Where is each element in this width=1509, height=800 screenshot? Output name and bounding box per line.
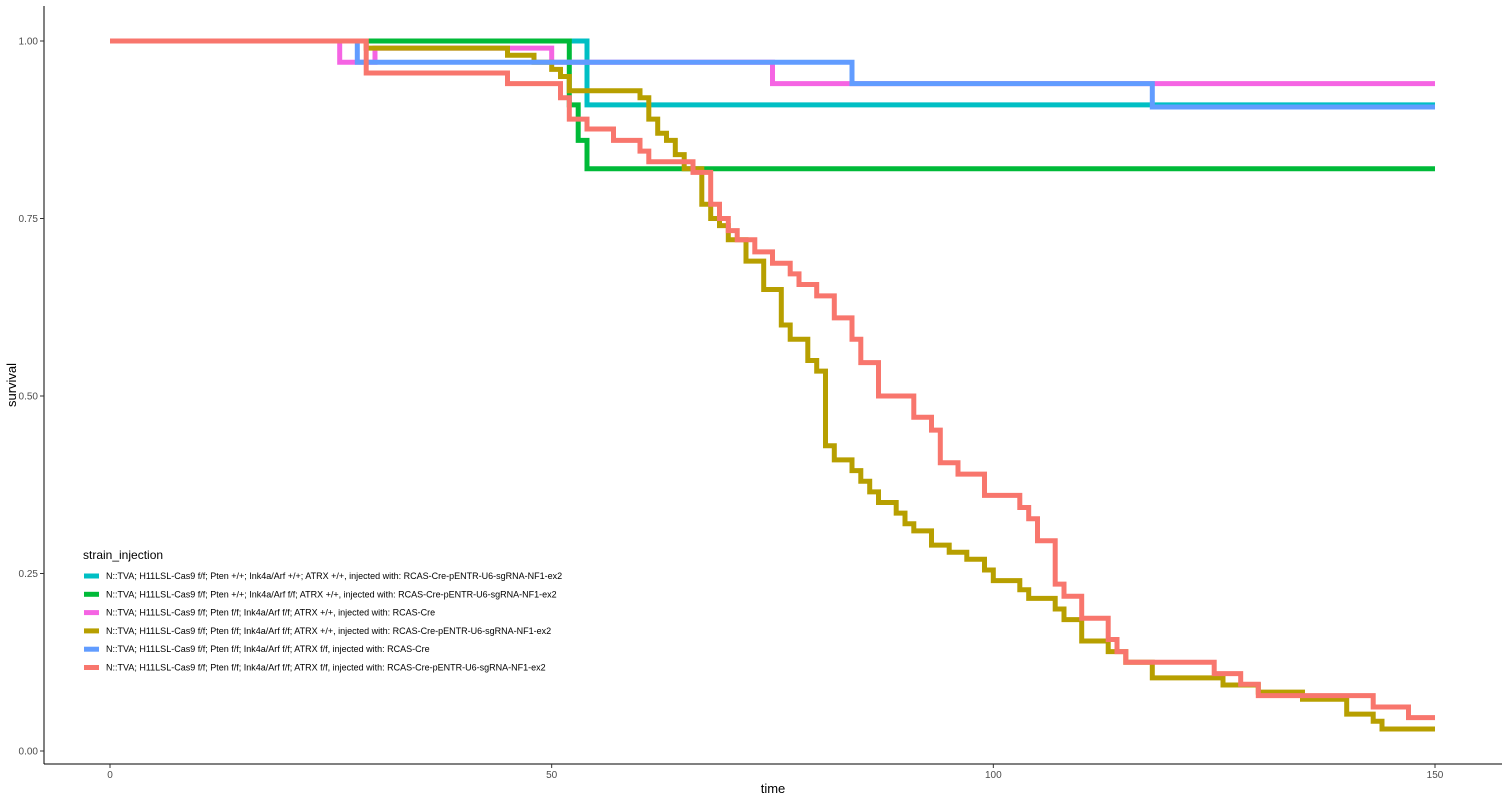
legend-label-2: N::TVA; H11LSL-Cas9 f/f; Pten +/+; Ink4a…: [106, 589, 557, 599]
legend-label-3: N::TVA; H11LSL-Cas9 f/f; Pten f/f; Ink4a…: [106, 608, 435, 618]
x-tick-label: 50: [546, 770, 558, 781]
y-tick-label: 0.50: [19, 392, 39, 403]
x-tick-label: 150: [1427, 770, 1444, 781]
legend-title: strain_injection: [83, 548, 163, 562]
series-line-2: [110, 38, 1435, 172]
legend-label-1: N::TVA; H11LSL-Cas9 f/f; Pten +/+; Ink4a…: [106, 571, 562, 581]
legend-label-5: N::TVA; H11LSL-Cas9 f/f; Pten f/f; Ink4a…: [106, 644, 430, 654]
series-layer: [110, 38, 1435, 732]
x-axis-ticks: 0 50 100 150: [107, 764, 1444, 781]
y-tick-label: 0.25: [19, 569, 39, 580]
legend: strain_injection N::TVA; H11LSL-Cas9 f/f…: [83, 548, 562, 673]
plot-panel: 0 50 100 150 0.00 0.25 0.50 0.75 1.00: [19, 6, 1502, 781]
x-tick-label: 0: [107, 770, 113, 781]
legend-label-4: N::TVA; H11LSL-Cas9 f/f; Pten f/f; Ink4a…: [106, 626, 551, 636]
y-tick-label: 0.00: [19, 747, 39, 758]
x-tick-label: 100: [985, 770, 1002, 781]
x-axis-title: time: [761, 781, 786, 796]
legend-label-6: N::TVA; H11LSL-Cas9 f/f; Pten f/f; Ink4a…: [106, 663, 546, 673]
legend-items: N::TVA; H11LSL-Cas9 f/f; Pten +/+; Ink4a…: [84, 571, 562, 673]
y-axis-ticks: 0.00 0.25 0.50 0.75 1.00: [19, 37, 44, 758]
y-tick-label: 1.00: [19, 37, 39, 48]
y-tick-label: 0.75: [19, 214, 39, 225]
series-line-4: [110, 38, 1435, 732]
series-line-6: [110, 38, 1435, 721]
series-line-5: [110, 38, 1435, 110]
y-axis-title: survival: [4, 363, 19, 407]
